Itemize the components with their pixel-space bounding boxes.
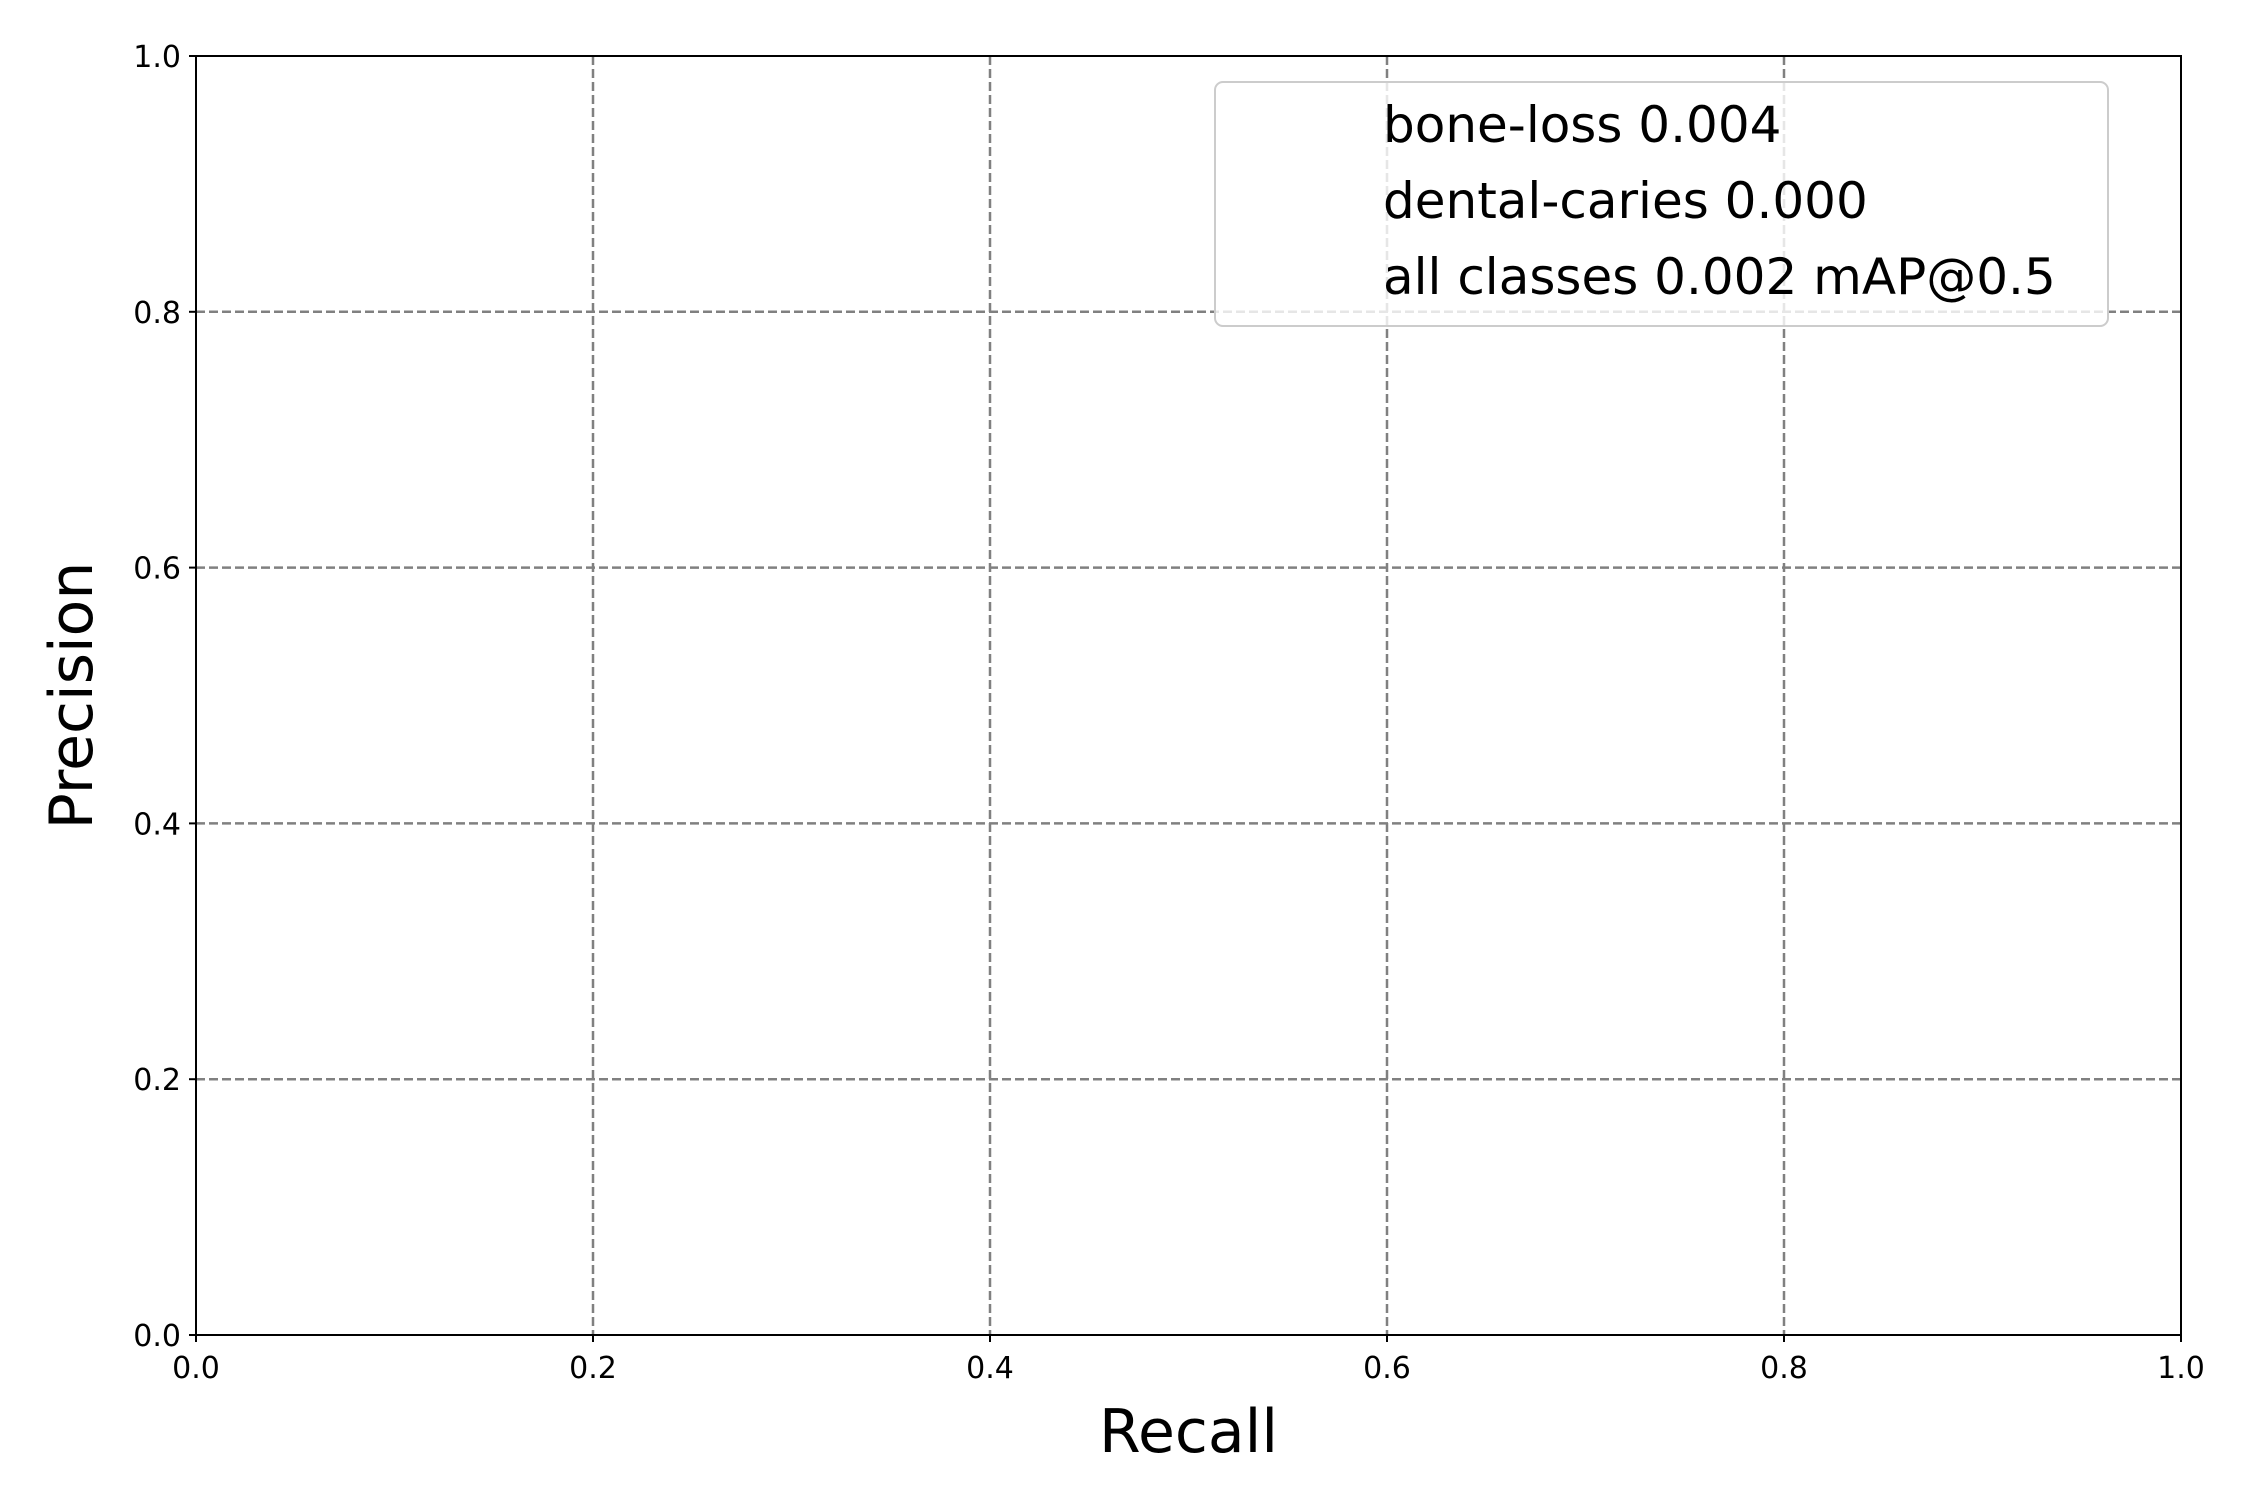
y-tick-label: 1.0 bbox=[133, 40, 181, 75]
legend-entry-bone-loss: bone-loss 0.004 bbox=[1383, 96, 1781, 154]
y-tick-label: 0.0 bbox=[133, 1319, 181, 1354]
x-axis-label: Recall bbox=[1099, 1397, 1278, 1467]
legend-entry-dental-caries: dental-caries 0.000 bbox=[1383, 172, 1868, 230]
x-tick-label: 0.8 bbox=[1760, 1351, 1808, 1386]
x-tick-label: 0.4 bbox=[966, 1351, 1014, 1386]
x-tick-label: 0.2 bbox=[569, 1351, 617, 1386]
y-tick-label: 0.6 bbox=[133, 552, 181, 587]
x-tick-label: 1.0 bbox=[2157, 1351, 2205, 1386]
x-tick-label: 0.0 bbox=[172, 1351, 220, 1386]
axis-ticks: 0.0 0.2 0.4 0.6 0.8 1.0 0.0 0.2 0.4 0.6 0.8 1.0 bbox=[133, 40, 2205, 1386]
y-tick-label: 0.8 bbox=[133, 296, 181, 331]
legend-entry-all-classes: all classes 0.002 mAP@0.5 bbox=[1383, 248, 2056, 306]
legend-box bbox=[1214, 81, 2109, 327]
plot-frame bbox=[195, 55, 2182, 1336]
y-tick-label: 0.2 bbox=[133, 1063, 181, 1098]
x-tick-label: 0.6 bbox=[1363, 1351, 1411, 1386]
legend: bone-loss 0.004 dental-caries 0.000 all … bbox=[1214, 81, 2109, 327]
y-axis-label: Precision bbox=[37, 562, 107, 830]
y-tick-label: 0.4 bbox=[133, 807, 181, 842]
